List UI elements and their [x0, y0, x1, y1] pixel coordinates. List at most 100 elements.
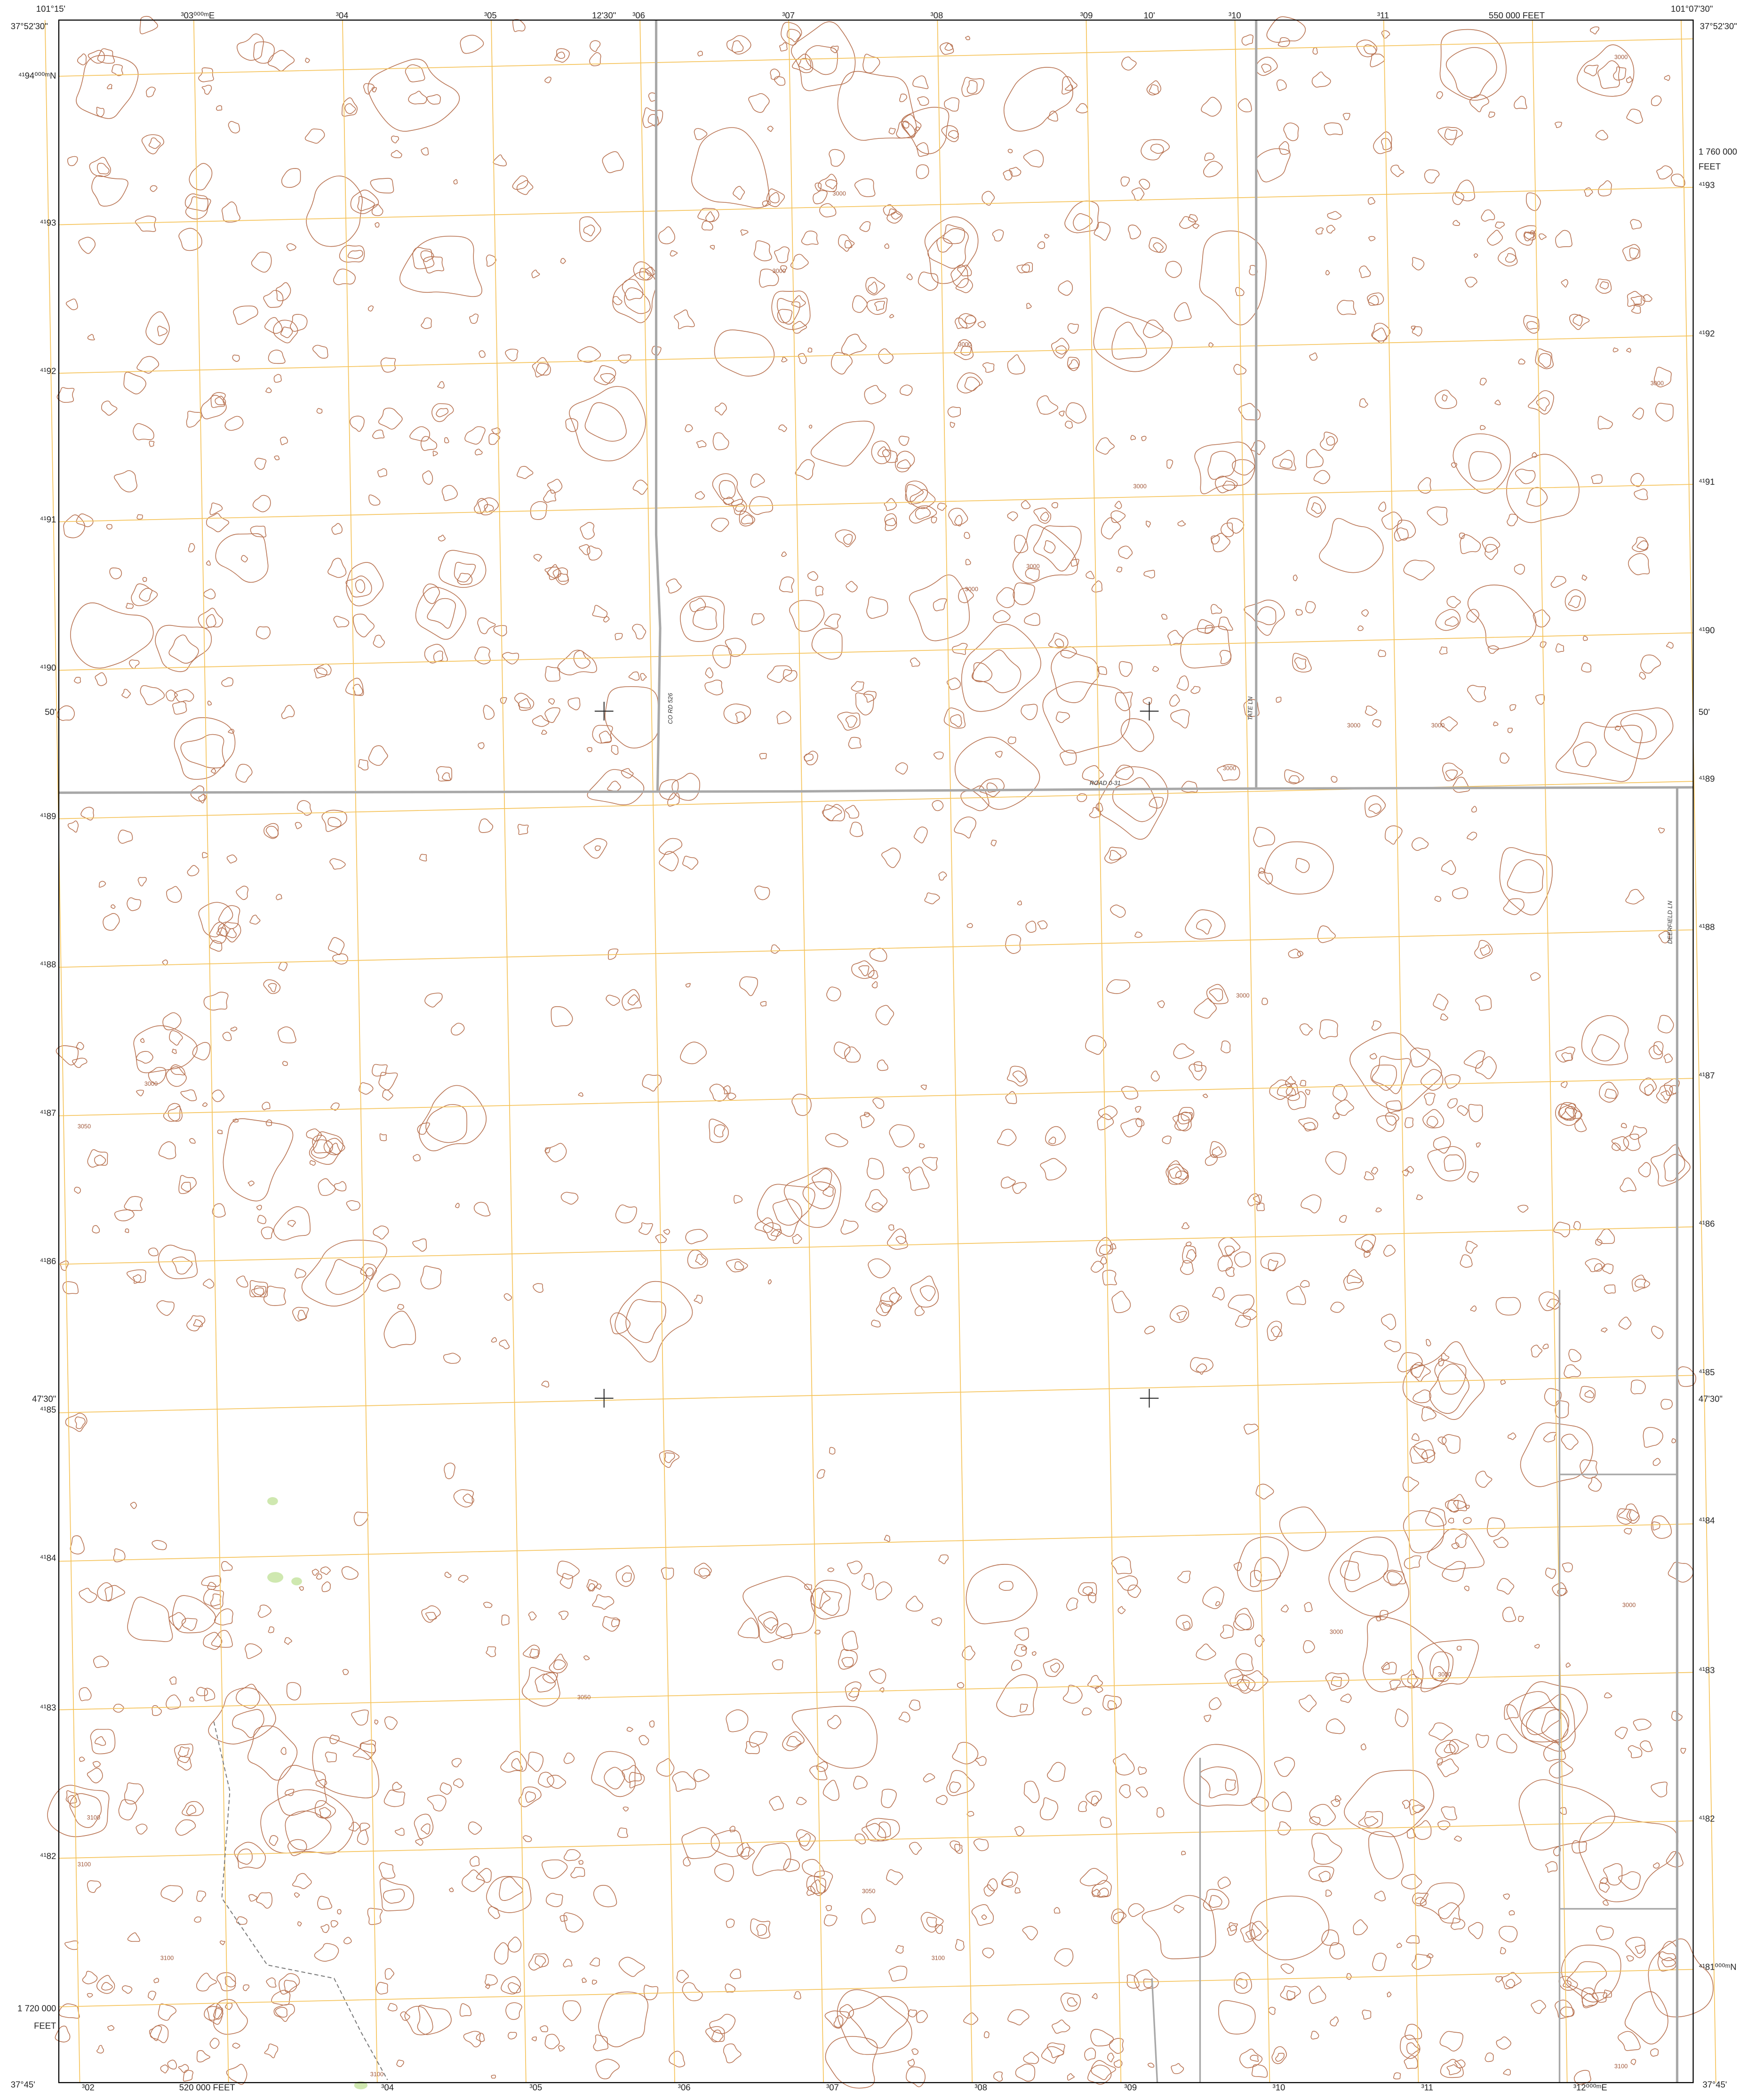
contour-line — [881, 1788, 897, 1808]
contour-line — [769, 1796, 784, 1811]
contour-line — [201, 1575, 222, 1587]
contour-line — [1487, 645, 1499, 654]
contour-line — [286, 1682, 301, 1700]
contour-line — [342, 1669, 349, 1675]
contour-line — [1005, 1091, 1017, 1104]
contour-line — [234, 1842, 266, 1869]
contour-line — [1463, 1050, 1485, 1069]
contour-line — [478, 497, 499, 515]
contour-line — [232, 2043, 240, 2049]
contour-line — [1508, 1432, 1517, 1440]
contour-line — [305, 57, 310, 63]
contour-line — [1325, 270, 1330, 275]
contour-line — [371, 204, 383, 216]
contour-line — [714, 1863, 734, 1882]
contour-line — [1279, 458, 1293, 469]
contour-line — [210, 392, 226, 408]
contour-line — [1021, 262, 1033, 273]
contour-line — [549, 1653, 568, 1674]
contour-line — [1425, 1507, 1447, 1527]
contour-line — [1488, 111, 1495, 118]
contour-line — [1000, 1176, 1016, 1189]
contour-line — [1631, 1274, 1650, 1292]
contour-line — [1235, 1653, 1254, 1671]
contour-line — [160, 2064, 169, 2074]
contour-line — [485, 1974, 498, 1986]
contour-line — [714, 402, 727, 416]
contour-line — [801, 231, 819, 246]
contour-line — [1152, 666, 1159, 672]
contour-line — [96, 2045, 104, 2054]
contour-line — [876, 1299, 893, 1316]
contour-line — [512, 175, 528, 190]
contour-line — [451, 1023, 465, 1036]
contour-line — [869, 1668, 886, 1684]
contour-line — [1568, 1349, 1581, 1363]
contour-line — [1468, 1922, 1484, 1940]
contour-line — [455, 1202, 460, 1208]
contour-line — [1627, 291, 1645, 307]
contour-line — [1220, 1625, 1234, 1639]
contour-line — [888, 1965, 908, 1982]
contour-line — [770, 1229, 782, 1237]
contour-line — [341, 1566, 359, 1580]
contour-line — [301, 1240, 387, 1306]
green-patch — [267, 1497, 278, 1506]
contour-line — [854, 178, 876, 197]
contour-line — [236, 885, 249, 900]
contour-line — [321, 810, 347, 832]
contour-line — [901, 107, 950, 154]
contour-line — [427, 1795, 447, 1811]
contour-line — [1244, 600, 1285, 636]
contour-line — [1287, 1091, 1307, 1110]
contour-line — [1300, 1080, 1307, 1087]
contour-line — [818, 174, 837, 192]
contour-line — [1283, 122, 1299, 141]
contour-line — [745, 1741, 760, 1754]
utm-grid-line — [58, 632, 1693, 671]
contour-line — [501, 1976, 521, 1995]
contour-line — [851, 681, 864, 692]
contour-line — [419, 854, 427, 862]
contour-line — [1221, 1040, 1231, 1053]
contour-line — [118, 829, 133, 844]
contour-line — [1441, 1434, 1461, 1454]
contour-line — [1435, 609, 1461, 631]
contour-line — [718, 480, 736, 499]
contour-line — [1117, 1575, 1138, 1591]
contour-line — [1615, 1727, 1628, 1739]
contour-line — [1439, 646, 1448, 655]
contour-line — [1371, 1020, 1381, 1031]
contour-line — [731, 40, 744, 53]
contour-line — [276, 894, 282, 900]
contour-line — [1175, 1170, 1189, 1180]
contour-line — [184, 193, 208, 212]
left-coordinate-label: ⁴¹85 — [40, 1404, 56, 1414]
contour-line — [156, 1300, 175, 1316]
contour-line — [683, 1857, 691, 1867]
contour-line — [1363, 44, 1377, 55]
contour-line — [424, 644, 448, 664]
bottom-coordinate-label: ³06 — [678, 2082, 691, 2092]
contour-line — [273, 374, 282, 383]
left-coordinate-label: ⁴¹90 — [40, 663, 56, 673]
contour-line — [593, 1885, 617, 1908]
contour-line — [236, 1275, 248, 1288]
contour-line — [824, 2010, 849, 2029]
contour-line — [1418, 1639, 1479, 1692]
contour-line — [1025, 921, 1037, 933]
contour-line — [1562, 1562, 1573, 1572]
contour-line — [833, 2015, 844, 2028]
contour-line — [548, 698, 555, 705]
contour-line — [415, 586, 466, 640]
contour-line — [1500, 1947, 1506, 1955]
contour-line — [1402, 1800, 1411, 1809]
contour-line — [852, 295, 868, 313]
contour-line — [1454, 1836, 1462, 1842]
contour-line — [168, 1106, 183, 1122]
contour-line — [1073, 213, 1093, 231]
contour-label: 3000 — [1651, 380, 1664, 387]
contour-line — [1495, 1976, 1503, 1983]
contour-line — [1555, 1400, 1569, 1419]
contour-line — [253, 41, 275, 64]
